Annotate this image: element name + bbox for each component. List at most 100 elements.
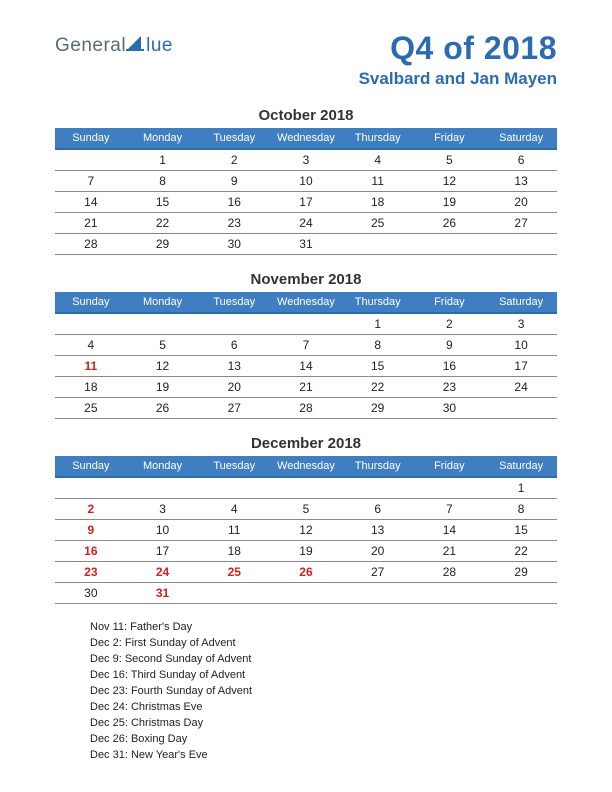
- calendar-row: 18192021222324: [55, 377, 557, 398]
- header: Generallue Q4 of 2018 Svalbard and Jan M…: [55, 30, 557, 89]
- calendar-cell: 23: [198, 213, 270, 234]
- calendar-cell: 6: [198, 335, 270, 356]
- calendar-cell: 28: [270, 398, 342, 419]
- calendar-cell: [485, 234, 557, 255]
- calendar-cell: 10: [485, 335, 557, 356]
- holidays-list: Nov 11: Father's DayDec 2: First Sunday …: [55, 620, 557, 763]
- calendar-cell: 19: [127, 377, 199, 398]
- calendar-cell: 26: [270, 562, 342, 583]
- calendar-cell: 1: [485, 477, 557, 499]
- calendar-cell: 15: [127, 192, 199, 213]
- holiday-entry: Dec 9: Second Sunday of Advent: [90, 652, 557, 668]
- calendar-cell: 17: [270, 192, 342, 213]
- calendar-cell: 13: [485, 171, 557, 192]
- calendar-cell: 11: [342, 171, 414, 192]
- calendar-cell: 30: [414, 398, 486, 419]
- calendar-cell: 24: [127, 562, 199, 583]
- calendar-cell: 15: [342, 356, 414, 377]
- calendar-cell: [485, 583, 557, 604]
- calendar-cell: 4: [198, 499, 270, 520]
- calendar-cell: 7: [55, 171, 127, 192]
- calendar-cell: 8: [485, 499, 557, 520]
- calendar-cell: 1: [127, 149, 199, 171]
- calendar-cell: 21: [414, 541, 486, 562]
- calendar-cell: 6: [342, 499, 414, 520]
- day-header: Monday: [127, 128, 199, 149]
- months-container: October 2018SundayMondayTuesdayWednesday…: [55, 107, 557, 604]
- calendar-cell: 14: [414, 520, 486, 541]
- calendar-cell: [127, 477, 199, 499]
- calendar-cell: 14: [55, 192, 127, 213]
- calendar-cell: [55, 313, 127, 335]
- calendar-cell: [485, 398, 557, 419]
- calendar-row: 28293031: [55, 234, 557, 255]
- page-subtitle: Svalbard and Jan Mayen: [359, 69, 557, 89]
- calendar-row: 2345678: [55, 499, 557, 520]
- calendar-row: 123456: [55, 149, 557, 171]
- calendar-cell: 3: [127, 499, 199, 520]
- calendar-cell: 28: [414, 562, 486, 583]
- day-header: Friday: [414, 128, 486, 149]
- calendar-cell: 4: [342, 149, 414, 171]
- holiday-entry: Dec 24: Christmas Eve: [90, 700, 557, 716]
- calendar-row: 23242526272829: [55, 562, 557, 583]
- calendar-row: 21222324252627: [55, 213, 557, 234]
- calendar-cell: 17: [127, 541, 199, 562]
- holiday-entry: Dec 25: Christmas Day: [90, 716, 557, 732]
- calendar-cell: 29: [485, 562, 557, 583]
- calendar-cell: 11: [198, 520, 270, 541]
- calendar-cell: 6: [485, 149, 557, 171]
- calendar-cell: [55, 477, 127, 499]
- calendar-cell: 24: [270, 213, 342, 234]
- calendar-cell: 5: [414, 149, 486, 171]
- calendar-cell: 19: [414, 192, 486, 213]
- calendar-row: 1: [55, 477, 557, 499]
- calendar-cell: 9: [414, 335, 486, 356]
- calendar-cell: 9: [55, 520, 127, 541]
- day-header: Sunday: [55, 128, 127, 149]
- day-header: Saturday: [485, 128, 557, 149]
- logo-sail-icon: [126, 34, 146, 57]
- calendar-cell: [198, 477, 270, 499]
- calendar-cell: [55, 149, 127, 171]
- calendar-cell: [270, 583, 342, 604]
- calendar-cell: 29: [127, 234, 199, 255]
- logo: Generallue: [55, 30, 173, 57]
- calendar-cell: 17: [485, 356, 557, 377]
- calendar-cell: 18: [55, 377, 127, 398]
- day-header: Sunday: [55, 292, 127, 313]
- day-header: Saturday: [485, 456, 557, 477]
- day-header: Monday: [127, 456, 199, 477]
- day-header: Tuesday: [198, 128, 270, 149]
- calendar-page: Generallue Q4 of 2018 Svalbard and Jan M…: [0, 0, 612, 783]
- calendar-cell: [414, 583, 486, 604]
- month-title: December 2018: [55, 435, 557, 452]
- day-header: Wednesday: [270, 292, 342, 313]
- calendar-cell: 13: [342, 520, 414, 541]
- calendar-cell: 5: [270, 499, 342, 520]
- holiday-entry: Dec 16: Third Sunday of Advent: [90, 668, 557, 684]
- calendar-cell: 25: [55, 398, 127, 419]
- calendar-cell: 15: [485, 520, 557, 541]
- calendar-cell: 18: [198, 541, 270, 562]
- calendar-cell: 27: [485, 213, 557, 234]
- calendar-cell: 26: [127, 398, 199, 419]
- day-header: Saturday: [485, 292, 557, 313]
- logo-text-blue: lue: [146, 35, 173, 57]
- calendar-row: 9101112131415: [55, 520, 557, 541]
- calendar-cell: 2: [198, 149, 270, 171]
- day-header: Sunday: [55, 456, 127, 477]
- calendar-cell: 2: [55, 499, 127, 520]
- holiday-entry: Dec 26: Boxing Day: [90, 732, 557, 748]
- calendar-cell: 9: [198, 171, 270, 192]
- calendar-cell: 25: [342, 213, 414, 234]
- calendar-cell: 26: [414, 213, 486, 234]
- calendar-row: 252627282930: [55, 398, 557, 419]
- month-block: December 2018SundayMondayTuesdayWednesda…: [55, 435, 557, 604]
- calendar-cell: [414, 234, 486, 255]
- calendar-cell: 3: [485, 313, 557, 335]
- calendar-cell: [342, 477, 414, 499]
- calendar-cell: 16: [55, 541, 127, 562]
- calendar-cell: 16: [414, 356, 486, 377]
- calendar-cell: 20: [485, 192, 557, 213]
